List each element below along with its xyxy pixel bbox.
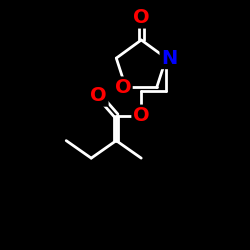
Text: O: O bbox=[133, 8, 150, 27]
Text: O: O bbox=[133, 106, 150, 125]
Text: O: O bbox=[114, 78, 131, 97]
Text: N: N bbox=[161, 49, 177, 68]
Text: O: O bbox=[90, 86, 107, 105]
